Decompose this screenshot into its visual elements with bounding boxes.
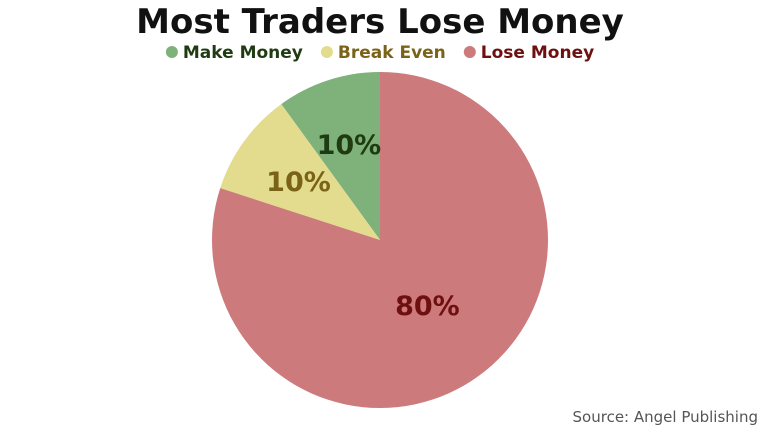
slice-label-make-money: 10%	[317, 130, 382, 161]
pie-slice-make-money	[281, 72, 380, 240]
source-note: Source: Angel Publishing	[573, 408, 758, 426]
legend-item-make-money: Make Money	[165, 43, 303, 63]
pie-slice-lose-money	[211, 72, 548, 409]
legend-marker	[463, 46, 476, 58]
legend-item-break-even: Break Even	[320, 43, 446, 63]
pie-slices	[211, 72, 548, 409]
legend-marker	[320, 46, 333, 58]
legend-label: Lose Money	[481, 43, 594, 63]
legend-label: Make Money	[183, 43, 303, 63]
pie-slice-break-even	[220, 104, 380, 240]
chart-title: Most Traders Lose Money	[136, 2, 624, 42]
slice-label-break-even: 10%	[266, 167, 331, 198]
legend-label: Break Even	[338, 43, 446, 63]
slice-label-lose-money: 80%	[395, 291, 460, 322]
legend-marker	[165, 46, 178, 58]
legend: Make Money Break Even Lose Money	[165, 43, 594, 63]
slice-labels: 10% 10% 80%	[266, 130, 460, 322]
legend-item-lose-money: Lose Money	[463, 43, 594, 63]
